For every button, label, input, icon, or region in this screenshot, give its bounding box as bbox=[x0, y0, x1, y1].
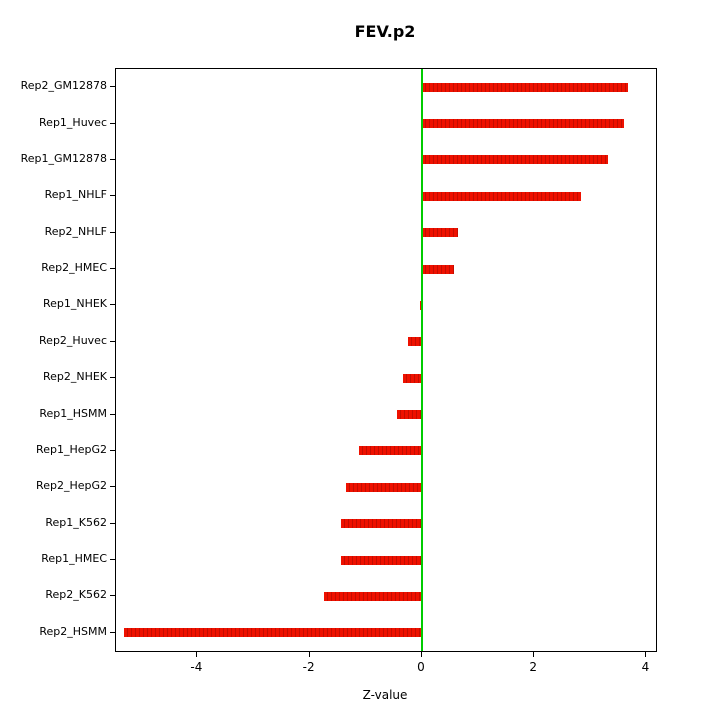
category-label-Rep1_HepG2: Rep1_HepG2 bbox=[36, 442, 107, 456]
zero-reference-line bbox=[420, 69, 423, 651]
y-axis-tick bbox=[110, 340, 115, 342]
bar-Rep2_NHLF bbox=[421, 228, 459, 238]
category-label-Rep2_K562: Rep2_K562 bbox=[45, 588, 107, 602]
y-axis-tick bbox=[110, 86, 115, 88]
y-axis-tick bbox=[110, 522, 115, 524]
y-axis-tick bbox=[110, 195, 115, 197]
bar-Rep1_HSMM bbox=[396, 410, 422, 420]
y-axis-tick bbox=[110, 559, 115, 561]
category-label-Rep2_GM12878: Rep2_GM12878 bbox=[20, 79, 107, 93]
category-label-Rep2_Huvec: Rep2_Huvec bbox=[39, 333, 107, 347]
bar-Rep2_HSMM bbox=[124, 628, 422, 638]
x-axis-tick bbox=[308, 652, 310, 657]
bar-Rep2_NHEK bbox=[403, 373, 422, 383]
bar-Rep2_HMEC bbox=[421, 264, 454, 274]
y-axis-tick bbox=[110, 122, 115, 124]
y-axis-tick bbox=[110, 377, 115, 379]
category-label-Rep2_HMEC: Rep2_HMEC bbox=[41, 261, 107, 275]
category-label-Rep2_HepG2: Rep2_HepG2 bbox=[36, 479, 107, 493]
bar-Rep2_Huvec bbox=[407, 337, 422, 347]
bar-Rep2_HepG2 bbox=[346, 482, 422, 492]
bar-Rep1_NHLF bbox=[421, 191, 581, 201]
category-label-Rep2_NHLF: Rep2_NHLF bbox=[44, 224, 107, 238]
y-axis-tick bbox=[110, 449, 115, 451]
category-label-Rep1_HMEC: Rep1_HMEC bbox=[41, 552, 107, 566]
category-label-Rep1_NHEK: Rep1_NHEK bbox=[42, 297, 107, 311]
y-axis-tick bbox=[110, 595, 115, 597]
x-axis-tick-label: 4 bbox=[641, 660, 650, 674]
x-axis-tick bbox=[645, 652, 647, 657]
category-label-Rep1_Huvec: Rep1_Huvec bbox=[39, 115, 107, 129]
y-axis-tick bbox=[110, 268, 115, 270]
y-axis-tick bbox=[110, 486, 115, 488]
category-label-Rep1_HSMM: Rep1_HSMM bbox=[39, 406, 107, 420]
y-axis-tick bbox=[110, 158, 115, 160]
bar-Rep2_K562 bbox=[323, 591, 422, 601]
x-axis-tick-label: 0 bbox=[417, 660, 425, 674]
bar-Rep1_HepG2 bbox=[359, 446, 422, 456]
x-axis-label: Z-value bbox=[362, 688, 408, 702]
bar-Rep1_GM12878 bbox=[421, 155, 609, 165]
bar-Rep1_K562 bbox=[340, 519, 422, 529]
category-label-Rep1_GM12878: Rep1_GM12878 bbox=[20, 151, 107, 165]
bar-Rep2_GM12878 bbox=[421, 82, 628, 92]
y-axis-tick bbox=[110, 304, 115, 306]
category-label-Rep1_NHLF: Rep1_NHLF bbox=[44, 188, 107, 202]
plot-area bbox=[115, 68, 657, 652]
x-axis-tick bbox=[533, 652, 535, 657]
category-label-Rep2_HSMM: Rep2_HSMM bbox=[39, 624, 107, 638]
y-axis-tick bbox=[110, 413, 115, 415]
x-axis-tick-label: 2 bbox=[529, 660, 538, 674]
bar-Rep1_Huvec bbox=[421, 119, 624, 129]
category-label-Rep1_K562: Rep1_K562 bbox=[45, 515, 107, 529]
x-axis-tick-label: -2 bbox=[302, 660, 315, 674]
category-label-Rep2_NHEK: Rep2_NHEK bbox=[42, 370, 107, 384]
y-axis-tick bbox=[110, 231, 115, 233]
x-axis-tick bbox=[196, 652, 198, 657]
bar-Rep1_HMEC bbox=[340, 555, 422, 565]
chart-title: FEV.p2 bbox=[354, 22, 416, 41]
x-axis-tick-label: -4 bbox=[190, 660, 203, 674]
y-axis-tick bbox=[110, 631, 115, 633]
x-axis-tick bbox=[420, 652, 422, 657]
